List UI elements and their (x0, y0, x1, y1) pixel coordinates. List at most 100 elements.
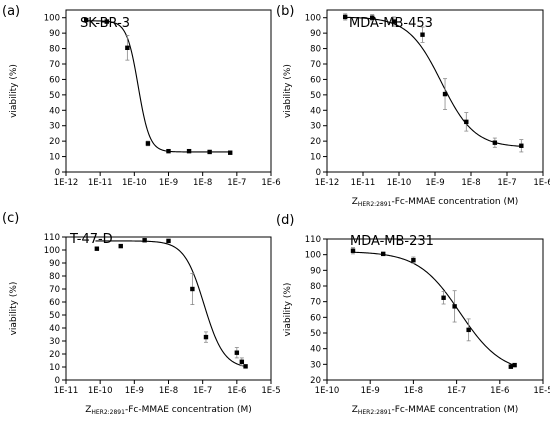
x-tick-label: 1E-10 (315, 386, 340, 396)
data-point (118, 243, 123, 249)
y-tick-label: 100 (44, 246, 60, 256)
y-tick-label: 20 (310, 376, 321, 386)
data-marker (519, 143, 524, 148)
data-point (492, 137, 498, 148)
y-tick-label: 30 (310, 122, 321, 132)
x-tick-label: 1E-6 (227, 386, 246, 396)
data-marker (466, 327, 471, 333)
y-tick-label: 80 (310, 282, 321, 292)
data-marker (166, 148, 171, 154)
chart-panel-1: 1E-12 1E-11 1E-10 1E-9 1E-8 1E-7 1E-6 0 10 20 30 40… (2, 4, 281, 188)
data-point (411, 256, 416, 264)
x-tick-label: 1E-7 (497, 178, 516, 188)
x-tick-label: 1E-5 (261, 386, 280, 396)
data-marker (104, 19, 109, 24)
y-tick-label: 10 (49, 153, 60, 163)
y-tick-label: 70 (310, 298, 321, 308)
data-marker (118, 243, 123, 249)
fit-curve (84, 20, 232, 153)
panel-letter: (d) (276, 213, 294, 228)
data-point (94, 246, 100, 251)
data-point (234, 347, 240, 359)
x-axis-label-rest: -Fc-MMAE concentration (M) (391, 197, 518, 207)
x-axis-label-subscript: HER2:2891 (91, 409, 125, 416)
panel-letter: (b) (276, 4, 294, 19)
x-tick-label: 1E-6 (490, 386, 509, 396)
data-point (391, 16, 397, 27)
data-point (512, 362, 517, 368)
y-tick-label: 30 (49, 122, 60, 132)
data-point (342, 13, 348, 21)
data-marker (94, 246, 100, 251)
x-tick-label: 1E-8 (193, 178, 212, 188)
x-tick-label: 1E-10 (122, 178, 147, 188)
data-point (452, 290, 457, 323)
data-marker (239, 359, 245, 364)
data-marker (228, 150, 233, 155)
data-point (369, 14, 375, 22)
y-axis-label: viability (%) (9, 64, 19, 118)
x-axis-label-subscript: HER2:2891 (358, 409, 392, 416)
y-tick-label: 60 (49, 298, 60, 308)
chart-panel-2: 1E-12 1E-11 1E-10 1E-9 1E-8 1E-7 1E-6 0 10 20 30 40… (276, 4, 550, 208)
y-tick-label: 80 (49, 272, 60, 282)
chart-title: MDA-MB-231 (350, 234, 434, 249)
panel-letter: (a) (2, 4, 20, 19)
data-point (519, 139, 524, 153)
x-axis-label-subscript: HER2:2891 (358, 201, 392, 208)
y-tick-label: 50 (49, 91, 60, 101)
y-axis-label: viability (%) (9, 282, 19, 336)
x-tick-label: 1E-7 (447, 386, 466, 396)
data-marker (145, 141, 151, 146)
data-point (186, 148, 192, 154)
x-tick-label: 1E-12 (315, 178, 340, 188)
data-marker (83, 17, 89, 23)
y-tick-label: 90 (310, 266, 321, 276)
plot-frame (65, 9, 272, 173)
data-marker (243, 364, 248, 369)
data-point (125, 35, 130, 61)
data-marker (512, 362, 517, 368)
y-tick-label: 110 (305, 235, 321, 245)
data-point (228, 150, 233, 155)
x-axis-label-rest: -Fc-MMAE concentration (M) (125, 405, 252, 415)
y-tick-label: 40 (49, 106, 60, 116)
x-tick-label: 1E-7 (193, 386, 212, 396)
data-marker (391, 19, 397, 24)
data-point (142, 238, 147, 243)
x-tick-label: 1E-8 (404, 386, 423, 396)
data-point (203, 331, 209, 343)
data-marker (492, 140, 498, 145)
y-tick-label: 70 (310, 60, 321, 70)
data-point (166, 148, 171, 154)
x-axis-label: ZHER2:2891-Fc-MMAE concentration (M) (85, 405, 252, 416)
y-tick-label: 30 (49, 337, 60, 347)
y-tick-label: 10 (49, 363, 60, 373)
x-tick-label: 1E-6 (261, 178, 280, 188)
x-tick-label: 1E-7 (227, 178, 246, 188)
data-marker (452, 304, 457, 309)
data-marker (190, 286, 195, 292)
data-marker (411, 257, 416, 263)
plot-frame (326, 9, 544, 173)
x-tick-label: 1E-11 (54, 386, 79, 396)
data-marker (442, 91, 448, 97)
x-axis-label-z: Z (352, 197, 358, 207)
y-tick-label: 80 (49, 45, 60, 55)
x-tick-label: 1E-5 (533, 386, 550, 396)
x-tick-label: 1E-8 (159, 386, 178, 396)
data-point (243, 364, 248, 369)
data-point (166, 238, 171, 244)
chart-panel-3: 1E-11 1E-10 1E-9 1E-8 1E-7 1E-6 1E-5 0 10 20 30 40 5… (2, 211, 281, 416)
x-axis-label: ZHER2:2891-Fc-MMAE concentration (M) (352, 405, 519, 416)
x-tick-label: 1E-6 (533, 178, 550, 188)
chart-title: T-47-D (69, 232, 113, 247)
data-point (104, 19, 109, 24)
data-point (145, 140, 151, 147)
chart-title: MDA-MB-453 (349, 16, 433, 31)
plot-frame (326, 238, 544, 381)
data-marker (234, 350, 240, 355)
data-point (207, 149, 212, 155)
data-marker (508, 364, 514, 369)
